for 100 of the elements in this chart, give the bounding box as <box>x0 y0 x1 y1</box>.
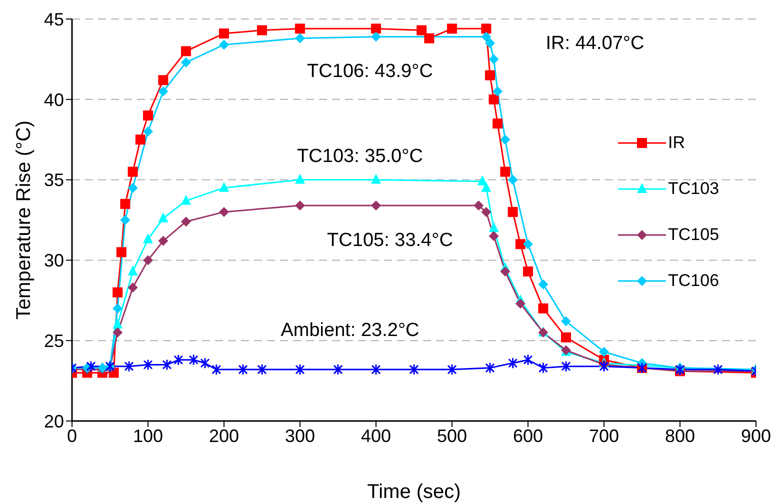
point <box>257 364 267 376</box>
legend-label: IR <box>668 133 685 153</box>
legend-label: TC105 <box>668 225 720 245</box>
point <box>488 231 499 242</box>
point <box>481 32 492 42</box>
annotation: TC103: 35.0°C <box>297 146 423 168</box>
point <box>474 200 484 211</box>
point <box>447 24 457 34</box>
point <box>112 303 123 314</box>
point <box>112 318 123 329</box>
point <box>181 216 191 227</box>
point <box>295 24 305 34</box>
point <box>492 86 503 96</box>
point <box>128 282 138 293</box>
point <box>238 364 248 376</box>
point <box>500 266 510 276</box>
point <box>112 287 123 298</box>
point <box>492 118 503 129</box>
point <box>181 46 191 56</box>
point <box>112 328 123 338</box>
point <box>333 364 343 376</box>
point <box>143 126 153 137</box>
point <box>124 360 134 372</box>
point <box>212 364 222 376</box>
x-tick-label: 800 <box>664 426 696 446</box>
point <box>143 255 153 266</box>
x-axis-title: Time (sec) <box>367 481 461 503</box>
legend-label: TC106 <box>668 271 720 291</box>
point <box>371 174 381 184</box>
point <box>143 358 153 370</box>
point <box>371 24 381 34</box>
point <box>500 134 510 145</box>
x-tick-label: 300 <box>284 426 316 446</box>
y-tick-label: 35 <box>44 170 64 190</box>
point <box>371 32 381 42</box>
point <box>508 206 518 217</box>
point <box>162 358 172 370</box>
point <box>485 362 495 374</box>
point <box>523 354 533 366</box>
point <box>295 200 305 211</box>
point <box>523 239 533 250</box>
x-tick-label: 100 <box>132 426 164 446</box>
point <box>158 236 168 246</box>
point <box>128 166 138 177</box>
point <box>713 364 723 376</box>
x-tick-label: 900 <box>740 426 772 446</box>
point <box>158 75 168 86</box>
point <box>143 110 153 120</box>
annotation: Ambient: 23.2°C <box>280 320 420 342</box>
point <box>538 303 548 314</box>
y-tick-label: 20 <box>44 411 64 432</box>
point <box>538 279 548 290</box>
y-tick-label: 25 <box>44 330 64 351</box>
point <box>174 354 184 366</box>
y-tick-label: 30 <box>44 250 64 271</box>
point <box>181 194 191 205</box>
legend-label: TC103 <box>668 179 720 199</box>
point <box>200 357 210 369</box>
point <box>485 70 495 80</box>
point <box>515 239 526 250</box>
point <box>424 33 434 44</box>
annotation: IR: 44.07°C <box>546 33 644 55</box>
point <box>116 247 126 258</box>
point <box>120 198 130 209</box>
point <box>523 266 533 276</box>
point <box>86 360 96 372</box>
point <box>158 86 168 96</box>
point <box>120 215 130 225</box>
point <box>447 364 457 376</box>
x-tick-label: 500 <box>436 426 468 446</box>
point <box>561 332 571 342</box>
point <box>416 25 427 36</box>
point <box>599 346 609 357</box>
point <box>481 24 492 34</box>
point <box>135 134 146 145</box>
x-tick-label: 400 <box>360 426 392 446</box>
point <box>257 25 267 36</box>
annotation: TC105: 33.4°C <box>327 230 453 252</box>
point <box>295 174 305 184</box>
point <box>295 364 305 376</box>
point <box>219 28 229 38</box>
point <box>485 38 495 48</box>
annotation: TC106: 43.9°C <box>307 61 433 83</box>
point <box>561 360 571 372</box>
point <box>219 182 229 192</box>
point <box>295 33 305 44</box>
point <box>481 206 492 217</box>
point <box>515 298 526 309</box>
point <box>188 354 198 366</box>
point <box>128 182 138 193</box>
point <box>675 364 685 376</box>
point <box>508 357 518 369</box>
point <box>409 364 419 376</box>
x-tick-label: 0 <box>66 426 78 446</box>
point <box>219 206 229 217</box>
point <box>500 166 510 177</box>
point <box>488 94 499 104</box>
point <box>561 316 571 326</box>
point <box>488 222 499 232</box>
point <box>371 364 381 376</box>
